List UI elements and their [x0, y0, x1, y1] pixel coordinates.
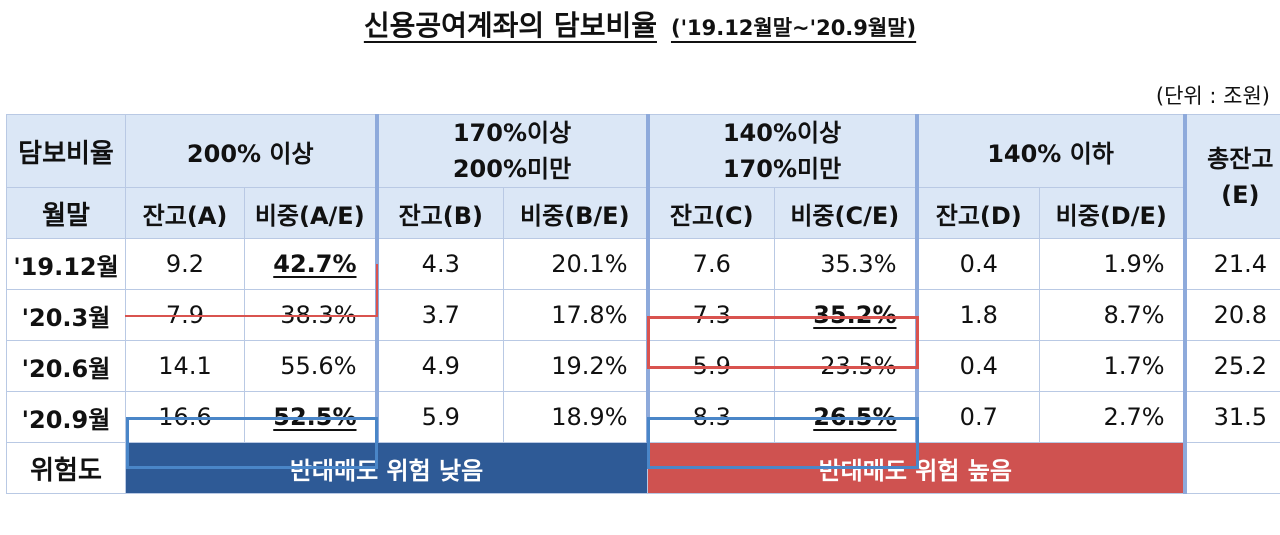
risk-row: 위험도 반대매도 위험 낮음 반대매도 위험 높음 [6, 442, 1280, 494]
cell-balance-a: 14.1 [125, 340, 245, 392]
cell-balance-d: 0.4 [914, 238, 1041, 290]
cell-balance-b: 5.9 [374, 391, 505, 443]
header-share-ae: 비중(A/E) [243, 187, 378, 239]
table-row: '20.3월 7.9 38.3% 3.7 17.8% 7.3 35.2% 1.8… [6, 289, 1280, 341]
header-balance-b: 잔고(B) [374, 187, 505, 239]
cell-share-ce: 35.2% [774, 289, 918, 341]
cell-balance-a: 7.9 [125, 289, 245, 341]
table-row: '20.6월 14.1 55.6% 4.9 19.2% 5.9 23.5% 0.… [6, 340, 1280, 392]
table-row: '20.9월 16.6 52.5% 5.9 18.9% 8.3 26.5% 0.… [6, 391, 1280, 443]
header-ratio: 담보비율 [6, 114, 126, 188]
title-main: 신용공여계좌의 담보비율 [363, 9, 657, 42]
header-group-140-170-line1: 140%이상 [722, 119, 842, 147]
cell-balance-a: 9.2 [125, 238, 245, 290]
header-share-de: 비중(D/E) [1039, 187, 1186, 239]
header-group-170-200-line1: 170%이상 [452, 119, 572, 147]
page-title: 신용공여계좌의 담보비율 ('19.12월말~'20.9월말) [0, 4, 1280, 44]
header-share-be: 비중(B/E) [503, 187, 649, 239]
header-total: 총잔고 (E) [1182, 114, 1280, 239]
cell-total: 31.5 [1182, 391, 1280, 443]
cell-share-de: 1.7% [1039, 340, 1186, 392]
cell-share-be: 19.2% [503, 340, 649, 392]
header-balance-d: 잔고(D) [914, 187, 1041, 239]
cell-total: 20.8 [1182, 289, 1280, 341]
cell-balance-a: 16.6 [125, 391, 245, 443]
cell-balance-b: 4.9 [374, 340, 505, 392]
header-share-ce: 비중(C/E) [774, 187, 918, 239]
row-month: '20.9월 [6, 391, 126, 443]
header-group-140-170-line2: 170%미만 [722, 155, 842, 183]
cell-share-ae: 38.3% [243, 289, 378, 341]
title-period: ('19.12월말~'20.9월말) [670, 16, 917, 40]
header-group-140-170: 140%이상 170%미만 [645, 114, 918, 188]
row-month: '20.6월 [6, 340, 126, 392]
cell-balance-d: 0.4 [914, 340, 1041, 392]
cell-share-be: 18.9% [503, 391, 649, 443]
cell-balance-d: 1.8 [914, 289, 1041, 341]
cell-share-de: 2.7% [1039, 391, 1186, 443]
header-total-line2: (E) [1221, 180, 1260, 209]
risk-high-banner: 반대매도 위험 높음 [647, 442, 1186, 494]
cell-total: 25.2 [1182, 340, 1280, 392]
cell-balance-b: 3.7 [374, 289, 505, 341]
row-month: '20.3월 [6, 289, 126, 341]
cell-balance-c: 7.3 [645, 289, 776, 341]
header-group-140-below: 140% 이하 [914, 114, 1186, 188]
header-total-line1: 총잔고 [1207, 144, 1274, 173]
collateral-ratio-table: 담보비율 200% 이상 170%이상 200%미만 140%이상 170%미만… [6, 114, 1280, 494]
cell-balance-c: 8.3 [645, 391, 776, 443]
header-row-1: 담보비율 200% 이상 170%이상 200%미만 140%이상 170%미만… [6, 114, 1280, 239]
cell-share-ae: 52.5% [243, 391, 378, 443]
cell-share-be: 20.1% [503, 238, 649, 290]
cell-share-ce: 35.3% [774, 238, 918, 290]
risk-total-blank [1182, 442, 1280, 494]
header-balance-a: 잔고(A) [125, 187, 245, 239]
cell-total: 21.4 [1182, 238, 1280, 290]
cell-share-de: 8.7% [1039, 289, 1186, 341]
header-group-170-200: 170%이상 200%미만 [374, 114, 649, 188]
cell-share-de: 1.9% [1039, 238, 1186, 290]
risk-label: 위험도 [6, 442, 126, 494]
cell-balance-d: 0.7 [914, 391, 1041, 443]
header-group-170-200-line2: 200%미만 [452, 155, 572, 183]
cell-share-be: 17.8% [503, 289, 649, 341]
risk-low-banner: 반대매도 위험 낮음 [124, 442, 649, 494]
unit-note: (단위 : 조원) [1155, 84, 1270, 108]
header-month: 월말 [6, 187, 126, 239]
header-row-2: 월말 잔고(A) 비중(A/E) 잔고(B) 비중(B/E) 잔고(C) 비중(… [6, 187, 1280, 239]
table-row: '19.12월 9.2 42.7% 4.3 20.1% 7.6 35.3% 0.… [6, 238, 1280, 290]
cell-balance-c: 5.9 [645, 340, 776, 392]
cell-share-ce: 23.5% [774, 340, 918, 392]
header-group-200-plus: 200% 이상 [124, 114, 378, 188]
cell-share-ae: 55.6% [243, 340, 378, 392]
cell-share-ce: 26.5% [774, 391, 918, 443]
cell-balance-c: 7.6 [645, 238, 776, 290]
row-month: '19.12월 [6, 238, 126, 290]
cell-balance-b: 4.3 [374, 238, 505, 290]
cell-share-ae: 42.7% [243, 238, 378, 290]
header-balance-c: 잔고(C) [645, 187, 776, 239]
